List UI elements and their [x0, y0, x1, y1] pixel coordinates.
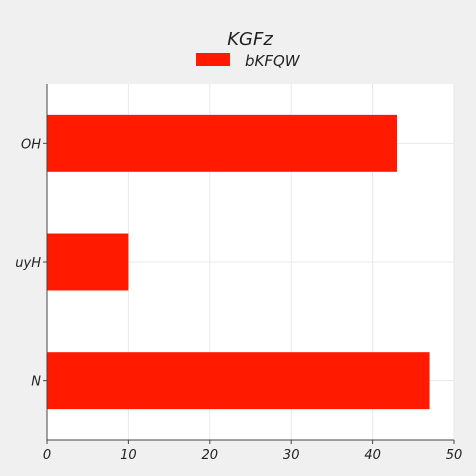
bar	[47, 352, 430, 410]
y-tick-label: uyH	[15, 256, 41, 271]
x-tick-label: 20	[202, 448, 219, 463]
bar	[47, 114, 398, 172]
bars	[47, 114, 430, 410]
bar	[47, 233, 129, 291]
legend-swatch	[196, 53, 230, 66]
x-tick-label: 40	[364, 448, 381, 463]
x-tick-label: 30	[283, 448, 300, 463]
y-axis-ticks: OH uyH N	[15, 137, 47, 390]
chart-title: KGFz	[227, 29, 273, 50]
x-axis-ticks: 0 10 20 30 40 50	[43, 440, 462, 463]
y-tick-label: OH	[21, 137, 41, 152]
legend: bKFQW	[196, 52, 301, 70]
legend-label: bKFQW	[245, 52, 301, 70]
y-tick-label: N	[31, 375, 41, 390]
x-tick-label: 10	[120, 448, 137, 463]
x-tick-label: 0	[43, 448, 51, 463]
x-tick-label: 50	[446, 448, 463, 463]
